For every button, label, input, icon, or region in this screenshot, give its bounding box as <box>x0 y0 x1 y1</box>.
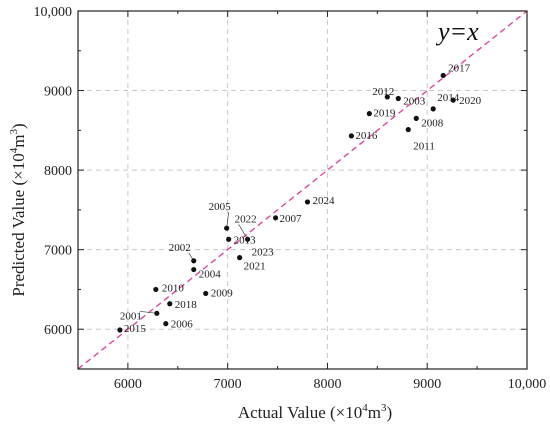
point-2012 <box>384 94 390 100</box>
point-label-2013: 2013 <box>234 234 256 246</box>
y-axis-title: Predicted Value (×104m3) <box>8 123 28 296</box>
point-label-2012: 2012 <box>372 86 394 98</box>
reference-line-annotation: y=x <box>435 17 479 46</box>
leader-line-2001 <box>139 310 157 314</box>
point-2005 <box>224 225 230 231</box>
point-2002 <box>191 258 197 264</box>
point-2017 <box>440 72 446 79</box>
y-tick-label: 6000 <box>44 323 72 338</box>
point-label-2005: 2005 <box>209 201 232 213</box>
point-label-2007: 2007 <box>280 213 303 225</box>
leader-lines <box>139 212 248 314</box>
x-tick-label: 9000 <box>413 377 441 392</box>
point-label-2011: 2011 <box>413 141 435 153</box>
point-2019 <box>366 111 372 117</box>
point-2010 <box>153 286 159 293</box>
x-tick-label: 6000 <box>114 377 142 392</box>
x-tick-label: 8000 <box>313 377 341 392</box>
point-2018 <box>167 301 173 307</box>
point-label-2008: 2008 <box>421 117 444 129</box>
y-tick-label: 7000 <box>44 244 72 259</box>
point-label-2018: 2018 <box>175 299 198 311</box>
point-label-2010: 2010 <box>162 282 185 294</box>
reference-line-y-equals-x <box>77 10 528 370</box>
point-label-2002: 2002 <box>169 242 191 254</box>
point-label-2016: 2016 <box>355 130 378 142</box>
point-label-2014: 2014 <box>437 92 460 104</box>
point-label-2023: 2023 <box>252 246 275 258</box>
point-2013 <box>226 236 232 242</box>
point-2011 <box>405 126 411 133</box>
y-tick-labels: 6000 7000 8000 9000 10,000 <box>34 5 73 338</box>
point-2021 <box>237 255 243 261</box>
point-2009 <box>203 290 209 297</box>
point-2004 <box>191 266 197 273</box>
point-label-2003: 2003 <box>403 96 426 108</box>
leader-line-2005 <box>226 212 230 229</box>
point-label-2001: 2001 <box>120 310 142 322</box>
leader-line-2022 <box>238 224 248 240</box>
point-label-2004: 2004 <box>199 269 222 281</box>
x-axis-title: Actual Value (×104m3) <box>238 402 392 422</box>
point-label-2009: 2009 <box>211 287 234 299</box>
x-tick-label: 10,000 <box>508 377 547 392</box>
point-label-2019: 2019 <box>373 108 396 120</box>
point-2007 <box>272 215 279 221</box>
point-label-2020: 2020 <box>459 95 482 107</box>
point-2022 <box>245 236 251 242</box>
point-label-2021: 2021 <box>244 261 266 273</box>
point-label-2024: 2024 <box>312 195 335 207</box>
axis-ticks <box>77 10 528 370</box>
point-2003 <box>395 95 401 102</box>
data-points <box>117 72 456 333</box>
x-tick-labels: 6000 7000 8000 9000 10,000 <box>114 377 546 392</box>
y-tick-label: 9000 <box>44 85 72 100</box>
plot-frame <box>77 10 528 370</box>
point-2001 <box>154 310 160 316</box>
point-2014 <box>430 106 436 112</box>
point-labels: 2001 2002 2003 2004 2005 2006 2007 2008 2009 2010… <box>120 62 482 335</box>
point-label-2017: 2017 <box>448 62 471 74</box>
y-tick-label: 8000 <box>44 164 72 179</box>
x-tick-label: 7000 <box>214 377 242 392</box>
point-2008 <box>413 115 419 121</box>
point-2024 <box>304 199 311 205</box>
y-tick-label: 10,000 <box>34 5 73 20</box>
point-2015 <box>117 327 123 333</box>
point-label-2015: 2015 <box>124 323 147 335</box>
point-2016 <box>348 133 354 139</box>
point-label-2022: 2022 <box>235 213 257 225</box>
point-2020 <box>450 97 456 103</box>
point-label-2006: 2006 <box>171 319 194 331</box>
point-2006 <box>163 321 169 327</box>
